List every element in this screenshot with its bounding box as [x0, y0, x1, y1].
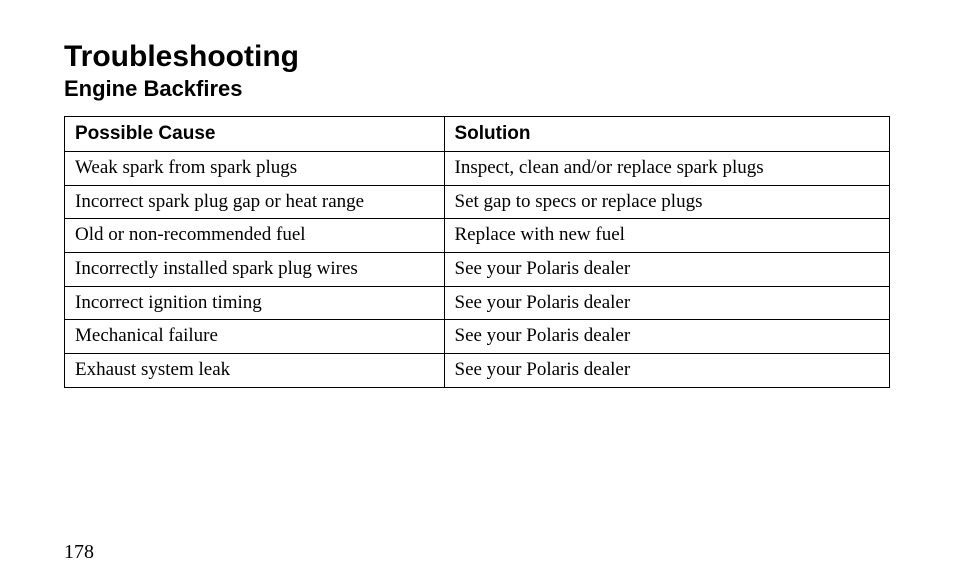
cell-solution: Set gap to specs or replace plugs [444, 185, 890, 219]
cell-solution: See your Polaris dealer [444, 286, 890, 320]
cell-cause: Weak spark from spark plugs [65, 152, 445, 186]
cell-solution: Inspect, clean and/or replace spark plug… [444, 152, 890, 186]
cell-cause: Incorrect ignition timing [65, 286, 445, 320]
column-header-solution: Solution [444, 117, 890, 152]
table-row: Mechanical failure See your Polaris deal… [65, 320, 890, 354]
cell-cause: Incorrectly installed spark plug wires [65, 253, 445, 287]
cell-solution: See your Polaris dealer [444, 320, 890, 354]
table-row: Incorrect spark plug gap or heat range S… [65, 185, 890, 219]
cell-cause: Mechanical failure [65, 320, 445, 354]
table-row: Incorrectly installed spark plug wires S… [65, 253, 890, 287]
troubleshooting-table: Possible Cause Solution Weak spark from … [64, 116, 890, 388]
cell-cause: Exhaust system leak [65, 354, 445, 388]
cell-cause: Old or non-recommended fuel [65, 219, 445, 253]
page-number: 178 [64, 541, 94, 564]
cell-solution: See your Polaris dealer [444, 253, 890, 287]
cell-solution: Replace with new fuel [444, 219, 890, 253]
table-row: Exhaust system leak See your Polaris dea… [65, 354, 890, 388]
cell-cause: Incorrect spark plug gap or heat range [65, 185, 445, 219]
table-row: Weak spark from spark plugs Inspect, cle… [65, 152, 890, 186]
table-row: Old or non-recommended fuel Replace with… [65, 219, 890, 253]
cell-solution: See your Polaris dealer [444, 354, 890, 388]
manual-page: Troubleshooting Engine Backfires Possibl… [0, 0, 954, 588]
column-header-cause: Possible Cause [65, 117, 445, 152]
table-row: Incorrect ignition timing See your Polar… [65, 286, 890, 320]
table-header-row: Possible Cause Solution [65, 117, 890, 152]
page-subtitle: Engine Backfires [64, 76, 890, 102]
page-title: Troubleshooting [64, 40, 890, 74]
